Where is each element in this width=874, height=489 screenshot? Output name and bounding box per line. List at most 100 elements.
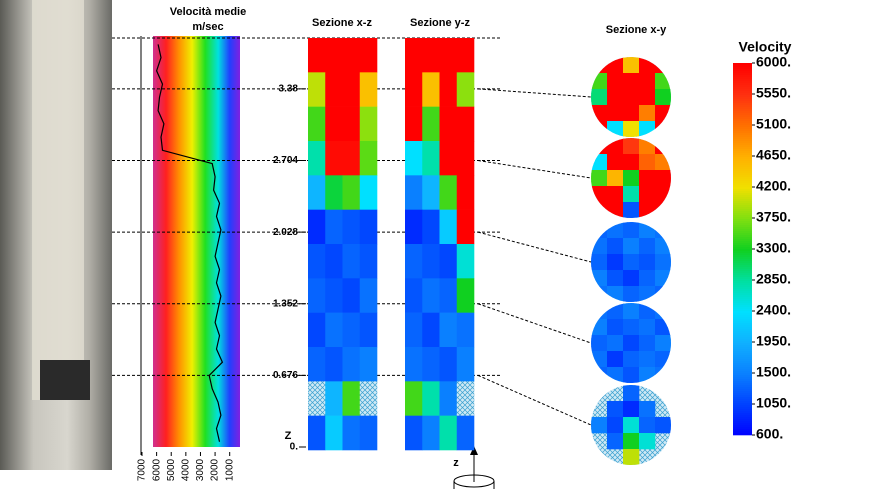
cell: [405, 175, 423, 210]
cell: [308, 244, 326, 279]
cell: [422, 175, 440, 210]
cell: [639, 170, 656, 187]
colorbar-strip: [733, 217, 752, 220]
colorbar-strip: [733, 361, 752, 364]
cell: [308, 347, 326, 382]
colorbar-strip: [733, 421, 752, 424]
colorbar-strip: [733, 291, 752, 294]
cell: [655, 335, 671, 352]
colorbar-strip: [733, 279, 752, 282]
colorbar-strip: [733, 257, 752, 260]
cell: [607, 351, 624, 368]
colorbar-strip: [733, 115, 752, 118]
colorbar-strip: [733, 397, 752, 400]
cell: [639, 303, 656, 320]
cell: [623, 335, 640, 352]
cell: [623, 138, 640, 155]
cell: [405, 244, 423, 279]
cell: [655, 270, 671, 287]
cell: [405, 106, 423, 142]
cell: [639, 254, 656, 271]
cell: [607, 89, 624, 106]
colorbar-strip: [733, 263, 752, 266]
colorbar-strip: [733, 97, 752, 100]
cell: [655, 57, 671, 74]
cell: [359, 347, 378, 382]
cell: [422, 381, 440, 416]
cell: [308, 312, 326, 348]
cell: [623, 57, 640, 74]
cell: [325, 278, 343, 313]
colorbar-strip: [733, 119, 752, 122]
cell: [359, 278, 378, 313]
colorbar-strip: [733, 267, 752, 270]
colorbar-strip: [733, 113, 752, 116]
y-tick-label: 2.704: [273, 155, 298, 166]
cell: [405, 141, 423, 176]
colorbar-strip: [733, 393, 752, 396]
x-tick-label: 3000: [195, 458, 206, 481]
cell: [405, 209, 423, 245]
axis-label: z: [453, 457, 459, 469]
colorbar-strip: [733, 203, 752, 206]
cell: [342, 175, 361, 210]
cell: [607, 335, 624, 352]
cell: [359, 415, 378, 451]
cell: [439, 415, 458, 451]
colorbar-strip: [733, 359, 752, 362]
cell: [607, 303, 624, 320]
cell: [655, 351, 671, 368]
colorbar-strip: [733, 289, 752, 292]
cell: [639, 138, 656, 155]
y-tick-label: 2.028: [273, 227, 298, 238]
colorbar-strip: [733, 401, 752, 404]
cell: [325, 106, 343, 142]
cell: [591, 319, 608, 336]
colorbar-strip: [733, 283, 752, 286]
cell: [439, 72, 458, 107]
cell: [308, 278, 326, 313]
plan-title: Sezione x-y: [606, 24, 667, 36]
cell: [655, 105, 671, 122]
colorbar-strip: [733, 163, 752, 166]
cell: [591, 121, 608, 137]
cell: [639, 202, 656, 218]
colorbar-strip: [733, 337, 752, 340]
colorbar-strip: [733, 209, 752, 212]
colorbar-title: Velocity: [739, 39, 792, 55]
colorbar-strip: [733, 383, 752, 386]
cell: [639, 222, 656, 239]
colorbar-strip: [733, 405, 752, 408]
colorbar-strip: [733, 135, 752, 138]
colorbar-strip: [733, 381, 752, 384]
cell: [308, 415, 326, 451]
cell: [607, 121, 624, 137]
cell: [607, 238, 624, 255]
cell: [639, 417, 656, 434]
cell: [639, 73, 656, 90]
colorbar-strip: [733, 413, 752, 416]
cell: [308, 175, 326, 210]
connector: [477, 374, 592, 426]
cell: [342, 72, 361, 107]
colorbar-strip: [733, 295, 752, 298]
cell: [655, 238, 671, 255]
colorbar-label: 600.: [756, 426, 783, 442]
cell: [639, 89, 656, 106]
colorbar-strip: [733, 345, 752, 348]
colorbar-strip: [733, 239, 752, 242]
colorbar-strip: [733, 255, 752, 258]
cell: [655, 186, 671, 203]
cell: [422, 415, 440, 451]
cell: [456, 347, 475, 382]
colorbar-strip: [733, 319, 752, 322]
colorbar-strip: [733, 415, 752, 418]
colorbar-strip: [733, 309, 752, 312]
colorbar-strip: [733, 155, 752, 158]
cell: [439, 175, 458, 210]
cell: [308, 38, 326, 73]
colorbar-strip: [733, 159, 752, 162]
cell: [655, 286, 671, 302]
colorbar-strip: [733, 139, 752, 142]
